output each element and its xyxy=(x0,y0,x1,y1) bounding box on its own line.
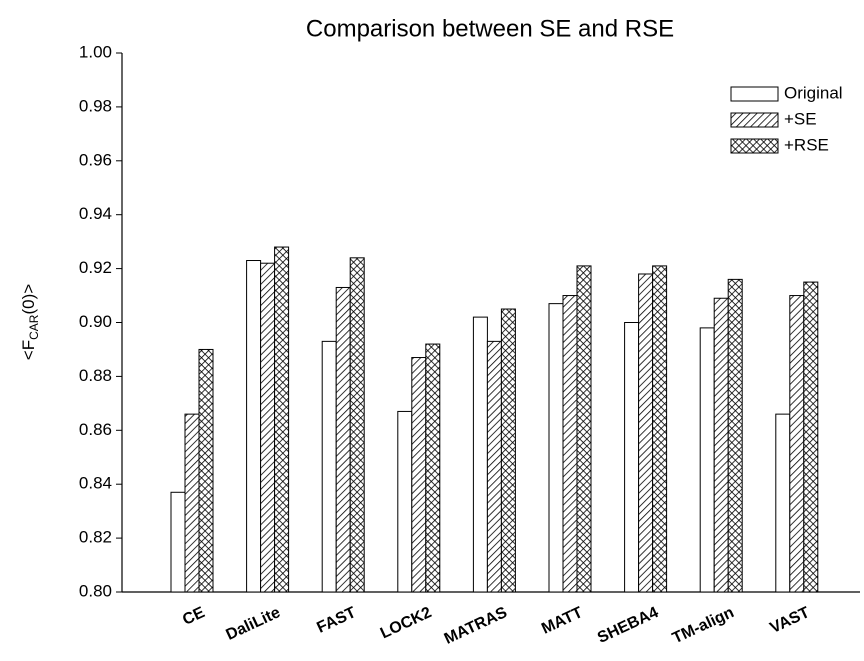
legend-label: Original xyxy=(784,83,843,102)
bar xyxy=(624,322,640,593)
x-tick-label: FAST xyxy=(314,604,358,637)
legend-swatch xyxy=(730,86,779,102)
bar xyxy=(184,413,200,593)
bar xyxy=(638,273,654,593)
y-tick-label: 0.92 xyxy=(79,258,112,277)
y-tick-label: 0.98 xyxy=(79,96,112,115)
bar xyxy=(246,260,262,593)
bar xyxy=(789,295,805,593)
bar xyxy=(321,340,337,593)
bar xyxy=(727,278,743,593)
y-tick-label: 0.80 xyxy=(79,581,112,600)
bar xyxy=(411,357,427,593)
y-axis-label: <FCAR(0)> xyxy=(19,284,41,360)
legend-label: +SE xyxy=(784,109,817,128)
bar xyxy=(425,343,441,593)
x-tick-label: TM-align xyxy=(670,604,737,647)
bar xyxy=(486,340,502,593)
chart-title: Comparison between SE and RSE xyxy=(306,15,674,42)
bar xyxy=(198,348,214,593)
bar xyxy=(500,308,516,593)
bar xyxy=(803,281,819,593)
x-tick-label: DaliLite xyxy=(224,604,284,644)
bar xyxy=(652,265,668,593)
y-tick-label: 0.90 xyxy=(79,312,112,331)
x-tick-label: SHEBA4 xyxy=(595,604,661,647)
bar xyxy=(170,491,186,593)
y-tick-label: 0.84 xyxy=(79,474,112,493)
y-tick-label: 0.82 xyxy=(79,528,112,547)
x-tick-label: CE xyxy=(180,604,208,629)
bar xyxy=(472,316,488,593)
bar xyxy=(260,262,276,593)
bar xyxy=(397,410,413,593)
y-label-part: (0)> xyxy=(19,284,38,315)
bar xyxy=(548,303,564,593)
bar xyxy=(349,257,365,593)
legend-label: +RSE xyxy=(784,135,829,154)
y-tick-label: 0.88 xyxy=(79,366,112,385)
y-tick-label: 0.86 xyxy=(79,420,112,439)
x-tick-label: VAST xyxy=(767,604,812,637)
y-tick-label: 0.94 xyxy=(79,204,112,223)
bar xyxy=(713,297,729,593)
legend-swatch xyxy=(730,138,779,154)
bar xyxy=(576,265,592,593)
bar xyxy=(274,246,290,593)
bar xyxy=(562,295,578,593)
x-tick-label: LOCK2 xyxy=(378,604,434,642)
y-label-sub: CAR xyxy=(27,314,41,340)
y-label-part: <F xyxy=(19,340,38,360)
x-tick-label: MATRAS xyxy=(442,604,510,648)
bar xyxy=(775,413,791,593)
legend-swatch xyxy=(730,112,779,128)
x-tick-label: MATT xyxy=(539,604,586,638)
y-tick-label: 1.00 xyxy=(79,42,112,61)
bar xyxy=(335,286,351,593)
bar xyxy=(699,327,715,593)
y-tick-label: 0.96 xyxy=(79,150,112,169)
